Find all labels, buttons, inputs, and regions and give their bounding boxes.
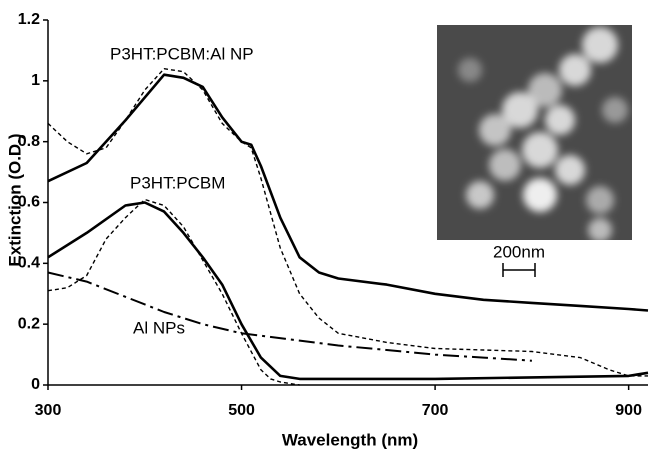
scale-bar — [503, 263, 535, 277]
sem-inset — [437, 25, 632, 242]
series-line — [48, 273, 532, 361]
y-tick-label: 0.8 — [18, 133, 40, 150]
x-tick-label: 900 — [615, 402, 642, 419]
y-tick-label: 0.6 — [18, 194, 40, 211]
x-tick-label: 700 — [422, 402, 449, 419]
chart: Wavelength (nm) Extinction (O.D.) 00.20.… — [0, 0, 652, 458]
y-tick-label: 1.2 — [18, 11, 40, 28]
annotation: Al NPs — [133, 318, 185, 337]
x-tick-label: 500 — [228, 402, 255, 419]
y-tick-label: 1 — [31, 72, 40, 89]
y-tick-label: 0.2 — [18, 315, 40, 332]
page: {"chart_data": {"type": "line", "x_label… — [0, 0, 652, 458]
annotation: P3HT:PCBM:Al NP — [110, 44, 254, 63]
x-tick-label: 300 — [35, 402, 62, 419]
x-axis-title: Wavelength (nm) — [282, 430, 418, 449]
annotation: 200nm — [493, 242, 545, 261]
annotation: P3HT:PCBM — [130, 173, 225, 192]
y-tick-label: 0.4 — [18, 255, 40, 272]
y-tick-label: 0 — [31, 376, 40, 393]
